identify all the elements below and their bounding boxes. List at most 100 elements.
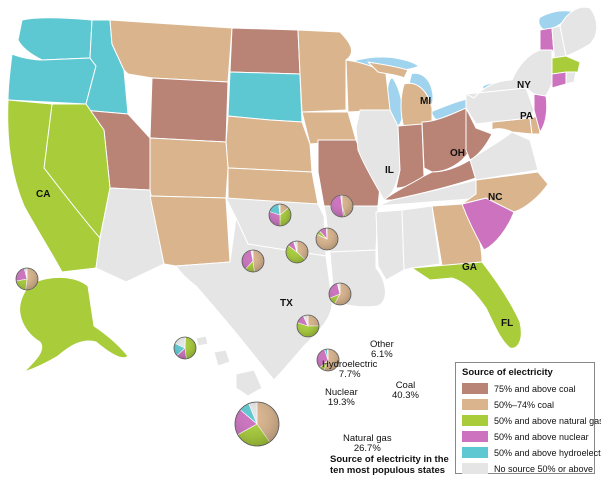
- legend-swatch-none: [462, 463, 488, 474]
- lake-erie: [432, 98, 474, 120]
- summary-label-nuclear: Nuclear 19.3%: [325, 387, 358, 409]
- legend-label-nuclear: 50% and above nuclear: [494, 431, 589, 442]
- state-pie-nc: [316, 348, 340, 372]
- state-mn: [297, 29, 352, 113]
- summary-pie-chart: [234, 401, 280, 447]
- legend-swatch-gas: [462, 415, 488, 426]
- state-label-il: IL: [385, 165, 394, 176]
- state-nj: [533, 93, 548, 133]
- state-pie-ca: [173, 336, 197, 360]
- legend-swatch-nuclear: [462, 431, 488, 442]
- state-pie-ga: [15, 267, 39, 291]
- state-label-ny: NY: [517, 80, 531, 91]
- state-pie-nc-outline: [316, 348, 340, 372]
- state-ms: [375, 209, 405, 281]
- state-label-ca: CA: [36, 189, 51, 200]
- state-pie-ga-outline: [15, 267, 39, 291]
- legend-item-hydro: 50% and above hydroelectric: [462, 445, 601, 460]
- state-pie-pa-outline: [241, 249, 265, 273]
- summary-label-hydro-value: 7.7%: [338, 369, 361, 381]
- state-label-tx: TX: [280, 298, 293, 309]
- legend-title: Source of electricity: [462, 367, 553, 378]
- state-pie-fl-outline: [296, 314, 320, 338]
- state-vt: [539, 27, 555, 55]
- state-ct: [551, 71, 567, 89]
- summary-label-gas: Natural gas 26.7%: [343, 433, 392, 455]
- state-pie-il: [330, 194, 354, 218]
- state-label-mi: MI: [420, 96, 432, 107]
- summary-label-other-value: 6.1%: [371, 349, 393, 361]
- state-pie-fl: [296, 314, 320, 338]
- state-pie-mi-outline: [328, 282, 352, 306]
- state-pie-tx: [285, 240, 309, 264]
- state-md: [491, 117, 533, 135]
- state-me: [559, 6, 598, 57]
- legend-item-none: No source 50% or above: [462, 461, 593, 476]
- legend-label-none: No source 50% or above: [494, 463, 594, 474]
- state-label-nc: NC: [488, 192, 503, 203]
- lake-st-clair-water: [539, 11, 572, 30]
- state-wa: [17, 17, 93, 61]
- state-pie-mi: [328, 282, 352, 306]
- state-al: [401, 205, 441, 271]
- state-co: [149, 137, 229, 199]
- state-hi: [195, 335, 263, 397]
- state-label-ga: GA: [462, 262, 477, 273]
- state-pie-ca-outline: [173, 336, 197, 360]
- summary-pie-outline: [234, 401, 280, 447]
- legend-label-gas: 50% and above natural gas: [494, 415, 601, 426]
- state-fl: [411, 261, 522, 349]
- summary-label-other-name: Other: [370, 339, 394, 350]
- legend-swatch-coal50: [462, 399, 488, 410]
- summary-chart-caption: Source of electricity in the ten most po…: [330, 454, 449, 476]
- summary-label-coal: Coal 40.3%: [392, 380, 419, 402]
- state-ma: [551, 55, 581, 75]
- state-pie-tx-outline: [285, 240, 309, 264]
- state-label-fl: FL: [501, 318, 514, 329]
- legend: Source of electricity 75% and above coal…: [455, 362, 601, 476]
- state-pie-il-outline: [330, 194, 354, 218]
- state-wy: [149, 77, 229, 143]
- legend-swatch-hydro: [462, 447, 488, 458]
- state-wv: [465, 107, 493, 161]
- legend-label-coal75: 75% and above coal: [494, 383, 576, 394]
- state-mt: [109, 19, 233, 83]
- state-pie-oh: [315, 227, 339, 251]
- state-sd: [227, 71, 303, 123]
- legend-label-hydro: 50% and above hydroelectric: [494, 447, 601, 458]
- legend-item-gas: 50% and above natural gas: [462, 413, 601, 428]
- state-pa: [465, 87, 535, 125]
- state-ne: [225, 115, 313, 173]
- state-pie-pa: [241, 249, 265, 273]
- state-label-pa: PA: [520, 111, 534, 122]
- state-ia: [301, 111, 357, 145]
- states: [7, 6, 598, 397]
- summary-label-nuclear-value: 19.3%: [327, 397, 355, 409]
- summary-label-nuclear-name: Nuclear: [325, 387, 358, 398]
- summary-label-hydro: Hydroelectric 7.7%: [322, 359, 378, 381]
- state-ca: [7, 99, 101, 273]
- summary-label-gas-name: Natural gas: [343, 433, 392, 444]
- legend-item-nuclear: 50% and above nuclear: [462, 429, 589, 444]
- state-az: [95, 187, 165, 283]
- state-nm: [149, 195, 231, 267]
- state-pie-charts: [15, 194, 354, 372]
- summary-label-coal-name: Coal: [395, 380, 416, 391]
- state-nd: [229, 27, 301, 75]
- summary-label-other: Other 6.1%: [370, 339, 394, 361]
- state-sc: [461, 197, 515, 251]
- state-pie-ny-outline: [268, 203, 292, 227]
- legend-swatch-coal75: [462, 383, 488, 394]
- summary-label-hydro-name: Hydroelectric: [322, 359, 378, 370]
- state-ny: [465, 49, 553, 99]
- state-label-oh: OH: [450, 148, 465, 159]
- state-nc: [461, 171, 549, 213]
- legend-item-coal75: 75% and above coal: [462, 381, 588, 396]
- legend-label-coal50: 50%–74% coal: [494, 399, 555, 410]
- legend-item-coal50: 50%–74% coal: [462, 397, 588, 412]
- summary-label-coal-value: 40.3%: [392, 390, 419, 402]
- state-ri: [565, 71, 577, 85]
- state-pie-oh-outline: [315, 227, 339, 251]
- state-or: [7, 53, 97, 105]
